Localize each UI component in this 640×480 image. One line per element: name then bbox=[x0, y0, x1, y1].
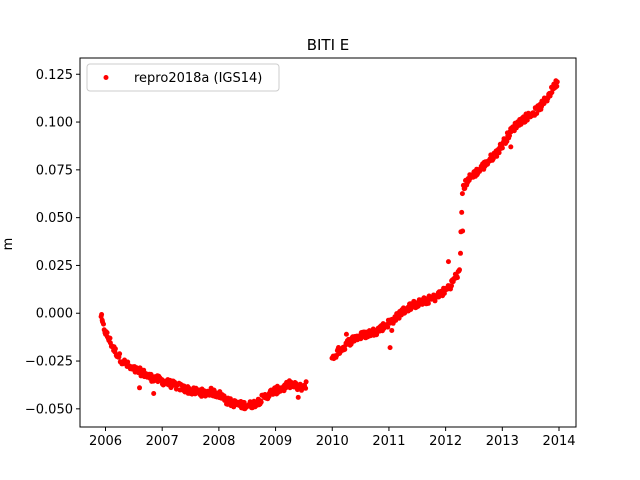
outlier-point bbox=[508, 144, 514, 150]
legend: repro2018a (IGS14) bbox=[86, 63, 280, 92]
data-point bbox=[554, 79, 560, 85]
outlier-point bbox=[343, 331, 349, 337]
x-tick-label: 2008 bbox=[202, 434, 235, 449]
data-point bbox=[554, 83, 560, 89]
x-tick-label: 2009 bbox=[259, 434, 292, 449]
x-axis: 2006 2007 2008 2009 2010 2011 2012 2013 2014 bbox=[89, 427, 576, 449]
outlier-point bbox=[137, 385, 143, 391]
legend-box bbox=[86, 63, 280, 92]
plot-frame bbox=[79, 57, 577, 428]
outlier-point bbox=[460, 228, 466, 234]
x-tick-label: 2006 bbox=[89, 434, 122, 449]
data-point bbox=[258, 399, 264, 405]
y-tick-label: −0.025 bbox=[25, 355, 73, 370]
data-point bbox=[507, 133, 512, 139]
y-tick-label: 0.000 bbox=[36, 307, 73, 322]
data-points bbox=[98, 78, 560, 412]
data-point bbox=[101, 321, 106, 327]
x-tick-label: 2007 bbox=[146, 434, 179, 449]
data-point bbox=[459, 191, 465, 197]
data-point bbox=[370, 326, 376, 332]
outlier-point bbox=[295, 394, 301, 400]
legend-marker bbox=[103, 75, 109, 80]
data-point bbox=[499, 145, 505, 151]
y-tick-label: 0.125 bbox=[36, 68, 73, 83]
x-tick-label: 2012 bbox=[429, 434, 462, 449]
data-point bbox=[241, 400, 247, 405]
data-point bbox=[524, 117, 530, 123]
y-axis-label: m bbox=[1, 238, 16, 251]
y-axis: −0.050 −0.025 0.000 0.025 0.050 0.075 0.100 0.1… bbox=[25, 68, 80, 417]
data-point bbox=[534, 111, 540, 116]
data-point bbox=[385, 324, 391, 330]
outlier-point bbox=[389, 327, 395, 333]
data-point bbox=[449, 283, 454, 289]
data-point bbox=[112, 346, 118, 352]
data-point bbox=[454, 275, 460, 281]
outlier-point bbox=[222, 394, 228, 400]
data-point bbox=[104, 330, 110, 336]
legend-label: repro2018a (IGS14) bbox=[134, 71, 262, 86]
data-point bbox=[303, 379, 309, 385]
data-point bbox=[199, 393, 204, 399]
data-point bbox=[107, 335, 113, 341]
y-tick-label: −0.050 bbox=[25, 402, 73, 417]
data-point bbox=[117, 351, 123, 357]
x-tick-label: 2011 bbox=[372, 434, 405, 449]
data-point bbox=[342, 346, 348, 352]
y-tick-label: 0.050 bbox=[36, 211, 73, 226]
outlier-point bbox=[387, 345, 393, 351]
data-point bbox=[125, 359, 131, 365]
data-point bbox=[458, 250, 463, 256]
outlier-point bbox=[445, 259, 451, 265]
data-point bbox=[494, 153, 500, 159]
data-point bbox=[459, 209, 465, 215]
y-tick-label: 0.075 bbox=[36, 163, 73, 178]
x-tick-label: 2010 bbox=[316, 434, 349, 449]
data-point bbox=[419, 301, 425, 307]
data-point bbox=[425, 300, 431, 306]
data-point bbox=[148, 371, 154, 377]
chart-title: BITI E bbox=[307, 36, 350, 54]
y-tick-label: 0.100 bbox=[36, 116, 73, 131]
outlier-point bbox=[151, 391, 157, 397]
data-point bbox=[99, 312, 105, 317]
x-tick-label: 2014 bbox=[542, 434, 575, 449]
data-point bbox=[457, 267, 462, 273]
x-tick-label: 2013 bbox=[486, 434, 519, 449]
y-tick-label: 0.025 bbox=[36, 259, 73, 274]
data-point bbox=[303, 385, 309, 391]
data-point bbox=[496, 150, 502, 156]
